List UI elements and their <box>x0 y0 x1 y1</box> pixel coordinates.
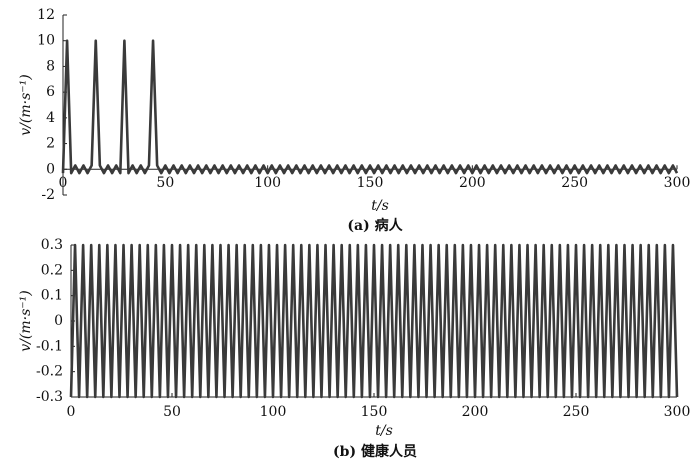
y-tick-label: -0.2 <box>36 364 63 380</box>
y-tick-label: -2 <box>41 187 55 203</box>
x-tick-label: 200 <box>462 404 489 420</box>
x-tick-label: 250 <box>563 404 590 420</box>
x-tick-label: 150 <box>357 175 384 191</box>
y-tick-label: 0.3 <box>41 237 63 253</box>
y-tick-label: 0 <box>54 313 63 329</box>
x-tick-label: 100 <box>260 404 287 420</box>
y-tick-label: -0.1 <box>36 338 63 354</box>
data-line <box>61 39 679 175</box>
y-axis-label: v/(m·s⁻¹) <box>18 74 34 135</box>
x-tick-label: 300 <box>664 404 691 420</box>
y-tick-label: 4 <box>46 110 55 126</box>
caption: (b) 健康人员 <box>333 443 417 460</box>
y-tick-label: 0 <box>46 161 55 177</box>
x-tick-label: 50 <box>163 404 181 420</box>
y-tick-label: 6 <box>46 84 55 100</box>
x-tick-label: 250 <box>561 175 588 191</box>
x-axis-label: t/s <box>371 198 389 214</box>
y-tick-label: -0.3 <box>36 389 63 405</box>
x-tick-label: 100 <box>254 175 281 191</box>
x-tick-label: 300 <box>664 175 691 191</box>
y-tick-label: 2 <box>46 136 55 152</box>
caption: (a) 病人 <box>347 217 403 234</box>
x-tick-label: 150 <box>361 404 388 420</box>
data-line <box>69 243 679 399</box>
x-tick-label: 0 <box>59 175 68 191</box>
x-tick-label: 0 <box>67 404 76 420</box>
x-axis-label: t/s <box>375 423 393 439</box>
y-tick-label: 0.2 <box>41 262 63 278</box>
x-tick-label: 50 <box>156 175 174 191</box>
y-tick-label: 10 <box>37 33 55 49</box>
y-tick-label: 0.1 <box>41 288 63 304</box>
y-tick-label: 8 <box>46 58 55 74</box>
y-tick-label: 12 <box>37 7 55 23</box>
y-axis-label: v/(m·s⁻¹) <box>18 290 34 351</box>
x-tick-label: 200 <box>459 175 486 191</box>
